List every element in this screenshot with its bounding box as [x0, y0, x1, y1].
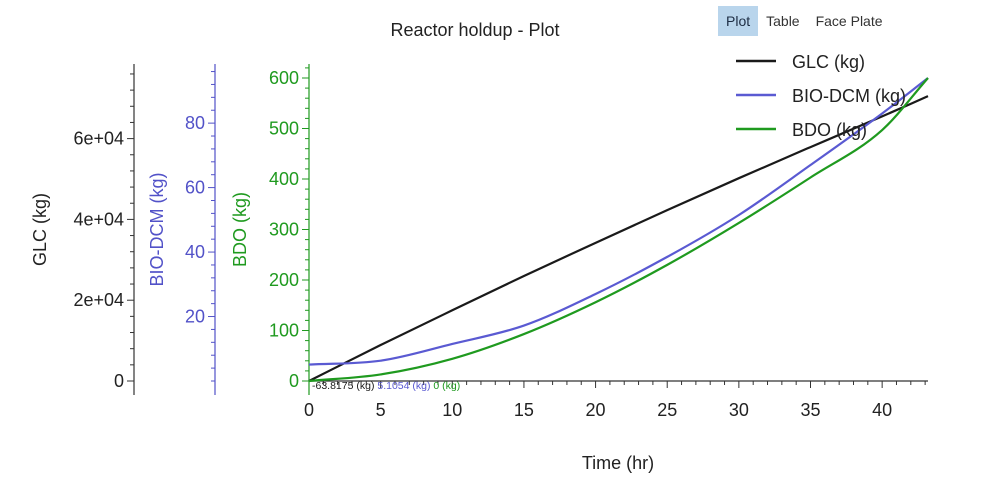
view-tabs: Plot Table Face Plate — [718, 6, 891, 36]
bdo-tick-label: 500 — [269, 119, 299, 139]
legend-label-glc: GLC (kg) — [792, 52, 865, 72]
bio-tick-label: 20 — [185, 307, 205, 327]
bio-tick-label: 80 — [185, 113, 205, 133]
legend-label-bdo: BDO (kg) — [792, 120, 867, 140]
cursor-readout: -63.8175 (kg) 5.1054 (kg) 0 (kg) — [312, 380, 460, 392]
bdo-tick-label: 200 — [269, 270, 299, 290]
legend: GLC (kg) BIO-DCM (kg) BDO (kg) — [736, 52, 906, 140]
x-tick-label: 35 — [800, 400, 820, 420]
chart-title: Reactor holdup - Plot — [390, 20, 559, 40]
x-axis-label: Time (hr) — [582, 453, 654, 473]
series-line-bdo — [308, 77, 929, 383]
x-tick-label: 0 — [304, 400, 314, 420]
x-tick-label: 5 — [376, 400, 386, 420]
bdo-tick-label: 100 — [269, 321, 299, 341]
glc-tick-label: 6e+04 — [73, 129, 124, 149]
bio-axis-label: BIO-DCM (kg) — [147, 173, 167, 287]
series-layer — [308, 77, 929, 383]
readout-value: 0 (kg) — [431, 380, 461, 392]
tab-plot[interactable]: Plot — [718, 6, 759, 36]
x-tick-label: 10 — [442, 400, 462, 420]
bio-tick-label: 40 — [185, 242, 205, 262]
bdo-tick-label: 600 — [269, 68, 299, 88]
glc-tick-label: 4e+04 — [73, 209, 124, 229]
bdo-tick-label: 400 — [269, 169, 299, 189]
x-tick-label: 15 — [514, 400, 534, 420]
x-tick-label: 25 — [657, 400, 677, 420]
x-tick-label: 40 — [872, 400, 892, 420]
x-tick-label: 20 — [586, 400, 606, 420]
x-tick-label: 30 — [729, 400, 749, 420]
tab-face-plate[interactable]: Face Plate — [815, 13, 883, 29]
legend-label-bio: BIO-DCM (kg) — [792, 86, 906, 106]
glc-tick-label: 2e+04 — [73, 290, 124, 310]
series-line-glc — [308, 95, 929, 382]
bdo-tick-label: 0 — [289, 371, 299, 391]
tab-table[interactable]: Table — [766, 13, 800, 29]
bdo-tick-label: 300 — [269, 220, 299, 240]
glc-axis-label: GLC (kg) — [30, 193, 50, 266]
readout-value: 5.1054 (kg) — [374, 380, 430, 392]
readout-value: -63.8175 (kg) — [312, 380, 374, 392]
series-line-bio — [308, 77, 929, 366]
glc-tick-label: 0 — [114, 371, 124, 391]
bdo-axis-label: BDO (kg) — [230, 192, 250, 267]
bio-tick-label: 60 — [185, 178, 205, 198]
